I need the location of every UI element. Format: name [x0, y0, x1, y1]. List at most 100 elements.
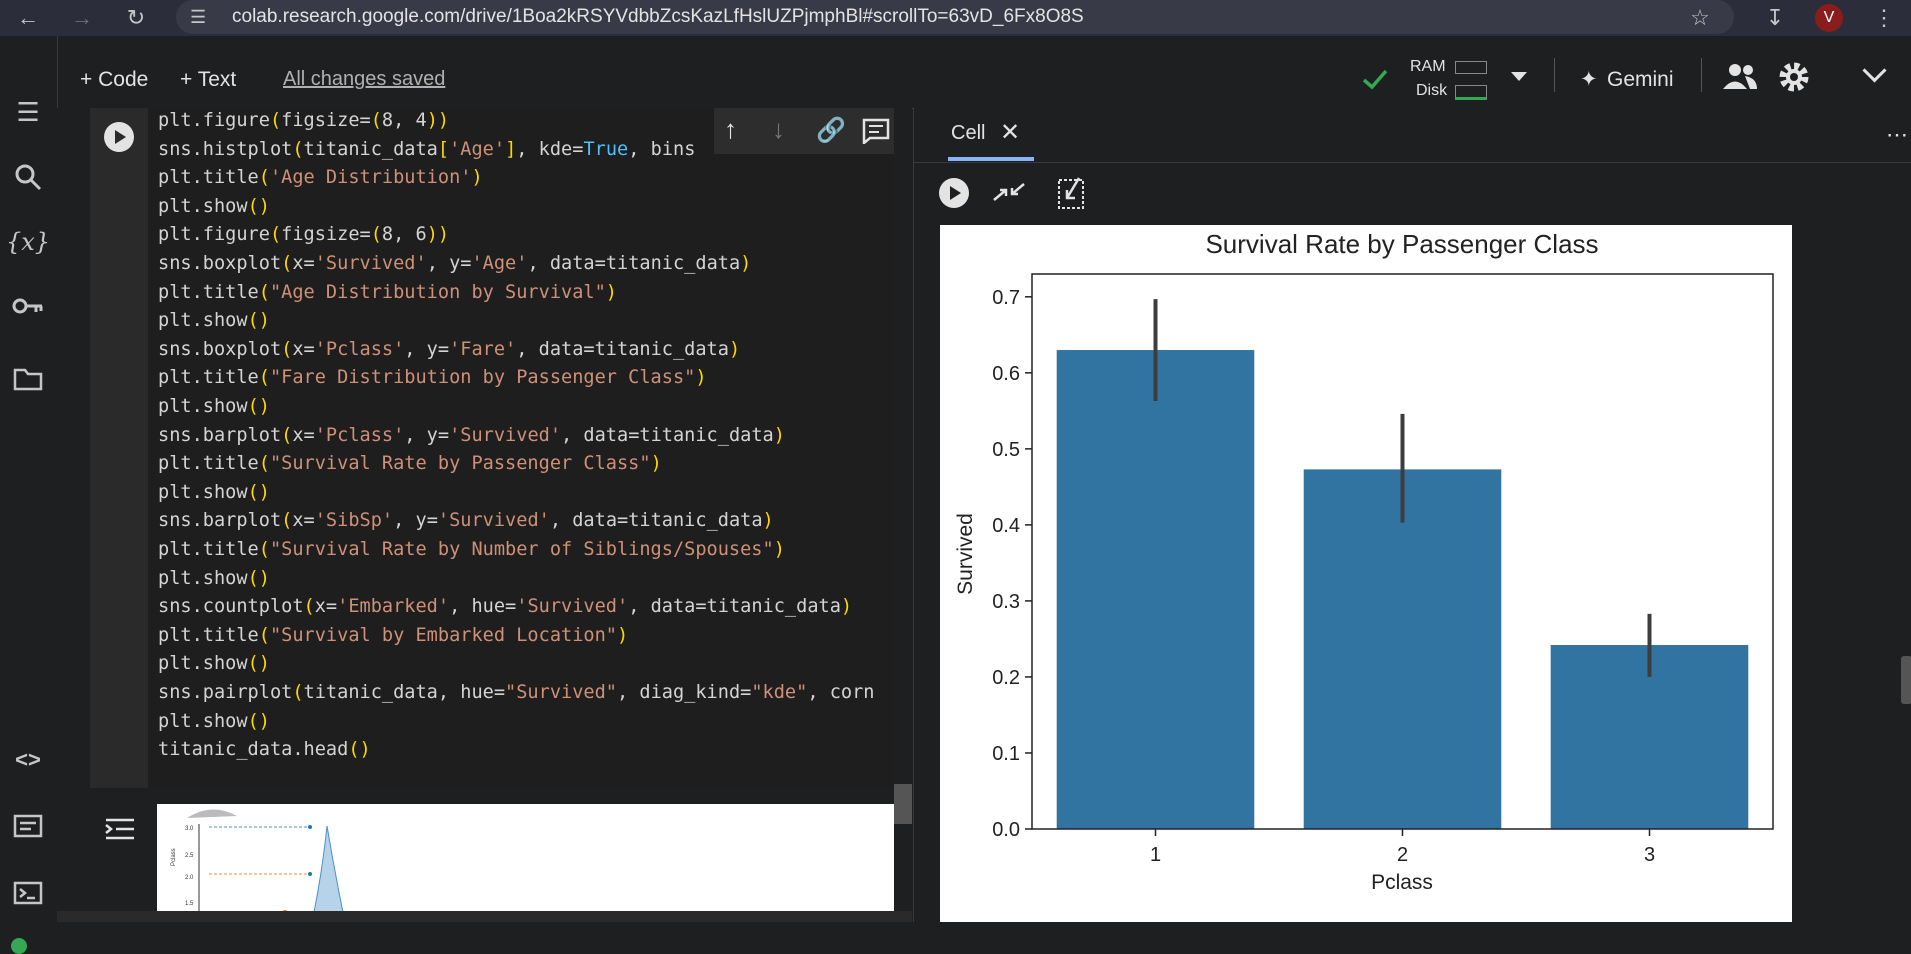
- browser-menu-icon[interactable]: ⋮: [1873, 5, 1895, 30]
- reload-icon[interactable]: ↻: [126, 5, 146, 30]
- status-dot: [11, 938, 27, 954]
- secrets-key-icon[interactable]: [8, 286, 48, 326]
- y-tick-label: 0.7: [992, 287, 1020, 309]
- notebook-scrollbar-thumb[interactable]: [894, 784, 912, 824]
- code-line[interactable]: plt.figure(figsize=(8, 4)): [158, 110, 449, 131]
- code-line[interactable]: sns.boxplot(x='Pclass', y='Fare', data=t…: [158, 339, 740, 360]
- table-of-contents-icon[interactable]: ☰: [16, 96, 40, 127]
- panel-scrollbar-thumb[interactable]: [1901, 656, 1911, 704]
- code-line[interactable]: plt.title("Survival by Embarked Location…: [158, 625, 628, 646]
- code-line[interactable]: sns.boxplot(x='Survived', y='Age', data=…: [158, 253, 751, 274]
- code-line[interactable]: plt.show(): [158, 396, 270, 417]
- x-tick-label: 2: [1397, 844, 1408, 866]
- comment-icon[interactable]: [862, 118, 890, 144]
- code-line[interactable]: plt.show(): [158, 310, 270, 331]
- profile-avatar[interactable]: V: [1815, 4, 1843, 32]
- share-people-icon[interactable]: [1722, 62, 1758, 90]
- code-token: (): [348, 739, 371, 761]
- code-line[interactable]: plt.title("Fare Distribution by Passenge…: [158, 367, 707, 388]
- code-token: , bins: [628, 138, 696, 160]
- gemini-button[interactable]: Gemini: [1607, 68, 1674, 91]
- collapse-arrows-icon[interactable]: [992, 178, 1026, 208]
- bookmark-star-icon[interactable]: ☆: [1690, 5, 1710, 30]
- download-icon[interactable]: ↧: [1765, 5, 1785, 30]
- ram-label: RAM: [1410, 58, 1446, 75]
- code-token: , data=titanic_data: [561, 424, 774, 446]
- back-icon[interactable]: ←: [17, 5, 39, 30]
- move-up-icon[interactable]: ↑: [724, 114, 737, 144]
- code-token: 'SibSp': [314, 510, 394, 532]
- horizontal-scrollbar[interactable]: [57, 911, 912, 922]
- code-token: "Survival by Embarked Location": [269, 624, 617, 646]
- preview-ytick: 2.0: [185, 875, 194, 881]
- ram-meter[interactable]: [1455, 61, 1487, 74]
- code-token: ): [695, 367, 707, 389]
- code-line[interactable]: plt.show(): [158, 568, 270, 589]
- url-text[interactable]: colab.research.google.com/drive/1Boa2kRS…: [232, 6, 1084, 27]
- code-token: "kde": [751, 682, 808, 703]
- code-token: ): [650, 453, 662, 475]
- code-line[interactable]: plt.title("Survival Rate by Passenger Cl…: [158, 453, 662, 474]
- address-bar[interactable]: [176, 0, 1734, 34]
- code-line[interactable]: sns.histplot(titanic_data['Age'], kde=Tr…: [158, 139, 695, 160]
- code-line[interactable]: plt.show(): [158, 196, 270, 217]
- terminal-icon[interactable]: [8, 873, 48, 913]
- output-actions-icon[interactable]: [104, 816, 136, 844]
- link-icon[interactable]: 🔗: [816, 117, 846, 144]
- save-status[interactable]: All changes saved: [283, 68, 446, 90]
- site-info-icon[interactable]: ☰: [190, 7, 207, 27]
- move-down-icon[interactable]: ↓: [772, 114, 785, 144]
- code-line[interactable]: sns.countplot(x='Embarked', hue='Survive…: [158, 596, 852, 617]
- colab-toolbar: + Code + Text All changes saved RAM Disk…: [0, 36, 1911, 109]
- runtime-dropdown-icon[interactable]: [1511, 72, 1527, 81]
- code-token: 'Embarked': [337, 596, 450, 618]
- code-token: 'Survived': [437, 510, 550, 532]
- code-token: (): [247, 653, 270, 675]
- code-line[interactable]: plt.title("Survival Rate by Number of Si…: [158, 539, 785, 560]
- gemini-sparkle-icon[interactable]: ✦: [1580, 68, 1598, 91]
- code-line[interactable]: plt.title('Age Distribution'): [158, 167, 483, 188]
- panel-more-icon[interactable]: ⋯: [1886, 122, 1908, 147]
- code-line[interactable]: titanic_data.head(): [158, 739, 371, 760]
- files-folder-icon[interactable]: [8, 359, 48, 399]
- move-to-notebook-icon[interactable]: [1057, 176, 1087, 210]
- code-token: plt.title: [158, 167, 259, 189]
- code-line[interactable]: plt.title("Age Distribution by Survival"…: [158, 282, 617, 303]
- code-line[interactable]: plt.show(): [158, 653, 270, 674]
- settings-gear-icon[interactable]: [1777, 60, 1811, 94]
- code-line[interactable]: plt.figure(figsize=(8, 6)): [158, 224, 449, 245]
- variables-icon[interactable]: {x}: [5, 228, 51, 256]
- close-tab-icon[interactable]: ✕: [1000, 119, 1021, 146]
- panel-run-button[interactable]: [939, 178, 969, 208]
- run-cell-button[interactable]: [104, 122, 134, 152]
- code-token: , data=titanic_data: [549, 510, 763, 532]
- tab-cell-label[interactable]: Cell: [951, 122, 986, 144]
- command-palette-icon[interactable]: [8, 806, 48, 846]
- code-line[interactable]: plt.show(): [158, 711, 270, 732]
- bar-pclass-2: [1303, 469, 1502, 829]
- code-line[interactable]: plt.show(): [158, 482, 270, 503]
- code-token: 'Survived': [449, 424, 562, 446]
- code-token: 'Pclass': [314, 424, 405, 446]
- code-line[interactable]: sns.pairplot(titanic_data, hue="Survived…: [158, 682, 875, 703]
- collapse-chevron-icon[interactable]: [1862, 58, 1887, 83]
- add-code-button[interactable]: + Code: [80, 68, 149, 91]
- code-token: ): [605, 281, 617, 303]
- code-token: (): [247, 710, 270, 732]
- code-token: 'Pclass': [314, 338, 405, 360]
- forward-icon[interactable]: →: [71, 5, 93, 30]
- code-token: , hue=: [449, 596, 517, 618]
- y-tick-label: 0.4: [992, 515, 1020, 537]
- code-line[interactable]: sns.barplot(x='SibSp', y='Survived', dat…: [158, 510, 774, 531]
- code-token: ): [773, 424, 785, 446]
- search-icon[interactable]: [8, 157, 48, 197]
- code-token: ): [740, 253, 752, 274]
- add-text-button[interactable]: + Text: [180, 68, 237, 91]
- code-editor[interactable]: plt.figure(figsize=(8, 4)) sns.histplot(t…: [148, 108, 894, 788]
- x-axis-label: Pclass: [1371, 871, 1433, 894]
- code-token: (: [258, 367, 270, 389]
- code-line[interactable]: sns.barplot(x='Pclass', y='Survived', da…: [158, 425, 785, 446]
- code-snippets-icon[interactable]: <>: [15, 747, 41, 772]
- disk-meter[interactable]: [1455, 85, 1487, 100]
- code-token: , kde=: [516, 138, 584, 160]
